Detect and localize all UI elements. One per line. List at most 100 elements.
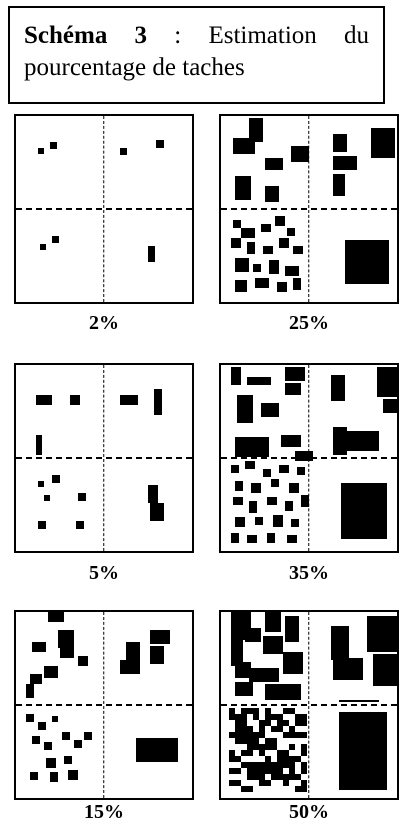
panel-35-percent bbox=[219, 363, 399, 553]
black-patch bbox=[58, 630, 74, 648]
black-patch bbox=[253, 264, 261, 272]
black-patch bbox=[241, 228, 255, 238]
horizontal-divider bbox=[16, 208, 192, 210]
black-patch bbox=[271, 774, 277, 780]
black-patch bbox=[263, 246, 273, 254]
black-patch bbox=[235, 481, 243, 491]
panel-50-percent bbox=[219, 610, 399, 800]
black-patch bbox=[295, 774, 301, 780]
black-patch bbox=[38, 148, 44, 154]
black-patch bbox=[247, 377, 271, 385]
black-patch bbox=[333, 658, 363, 680]
black-patch bbox=[277, 282, 287, 292]
black-patch bbox=[339, 700, 379, 702]
black-patch bbox=[241, 714, 247, 720]
black-patch bbox=[241, 750, 247, 756]
black-patch bbox=[259, 762, 265, 768]
label-35-percent: 35% bbox=[289, 562, 329, 584]
black-patch bbox=[241, 708, 247, 714]
black-patch bbox=[271, 726, 277, 732]
black-patch bbox=[339, 712, 387, 790]
black-patch bbox=[229, 732, 235, 738]
black-patch bbox=[38, 481, 44, 487]
black-patch bbox=[52, 716, 58, 722]
black-patch bbox=[259, 726, 265, 732]
black-patch bbox=[36, 395, 52, 405]
black-patch bbox=[301, 786, 307, 792]
black-patch bbox=[48, 612, 64, 622]
black-patch bbox=[295, 720, 301, 726]
black-patch bbox=[247, 774, 253, 780]
black-patch bbox=[235, 780, 241, 786]
black-patch bbox=[383, 399, 397, 413]
black-patch bbox=[259, 768, 265, 774]
black-patch bbox=[277, 768, 283, 774]
black-patch bbox=[277, 762, 283, 768]
black-patch bbox=[265, 762, 271, 768]
label-2-percent: 2% bbox=[89, 312, 119, 334]
panel-2-percent bbox=[14, 114, 194, 304]
black-patch bbox=[150, 503, 164, 521]
black-patch bbox=[241, 738, 247, 744]
black-patch bbox=[373, 654, 397, 686]
black-patch bbox=[301, 750, 307, 756]
black-patch bbox=[283, 756, 289, 762]
black-patch bbox=[291, 519, 299, 527]
horizontal-divider bbox=[16, 457, 192, 459]
label-25-percent: 25% bbox=[289, 312, 329, 334]
black-patch bbox=[267, 497, 277, 505]
black-patch bbox=[259, 750, 265, 756]
black-patch bbox=[271, 768, 277, 774]
black-patch bbox=[301, 768, 307, 774]
black-patch bbox=[241, 762, 247, 768]
black-patch bbox=[255, 517, 263, 525]
black-patch bbox=[259, 780, 265, 786]
black-patch bbox=[44, 742, 52, 750]
black-patch bbox=[247, 738, 253, 744]
black-patch bbox=[283, 652, 303, 674]
black-patch bbox=[235, 662, 251, 678]
black-patch bbox=[60, 648, 74, 658]
black-patch bbox=[247, 732, 253, 738]
black-patch bbox=[265, 744, 271, 750]
black-patch bbox=[78, 656, 88, 666]
black-patch bbox=[249, 118, 263, 142]
label-15-percent: 15% bbox=[84, 801, 124, 823]
black-patch bbox=[331, 626, 349, 660]
black-patch bbox=[289, 756, 295, 762]
black-patch bbox=[255, 278, 269, 288]
black-patch bbox=[245, 628, 261, 642]
black-patch bbox=[233, 138, 255, 154]
black-patch bbox=[267, 533, 275, 543]
black-patch bbox=[301, 744, 307, 750]
black-patch bbox=[265, 714, 271, 720]
black-patch bbox=[247, 726, 253, 732]
black-patch bbox=[367, 616, 397, 652]
black-patch bbox=[50, 142, 57, 149]
black-patch bbox=[235, 738, 241, 744]
black-patch bbox=[301, 495, 309, 507]
black-patch bbox=[265, 768, 271, 774]
black-patch bbox=[68, 770, 78, 780]
black-patch bbox=[235, 437, 269, 457]
black-patch bbox=[231, 367, 241, 385]
black-patch bbox=[341, 483, 387, 539]
black-patch bbox=[38, 521, 46, 529]
black-patch bbox=[295, 786, 301, 792]
black-patch bbox=[120, 148, 127, 155]
panel-5-percent bbox=[14, 363, 194, 553]
horizontal-divider bbox=[221, 208, 397, 210]
black-patch bbox=[229, 768, 235, 774]
black-patch bbox=[120, 395, 138, 405]
black-patch bbox=[253, 714, 259, 720]
black-patch bbox=[229, 708, 235, 714]
black-patch bbox=[295, 732, 301, 738]
black-patch bbox=[377, 367, 399, 397]
black-patch bbox=[277, 726, 283, 732]
black-patch bbox=[289, 744, 295, 750]
black-patch bbox=[26, 714, 34, 722]
black-patch bbox=[273, 515, 283, 527]
black-patch bbox=[235, 720, 241, 726]
black-patch bbox=[253, 708, 259, 714]
